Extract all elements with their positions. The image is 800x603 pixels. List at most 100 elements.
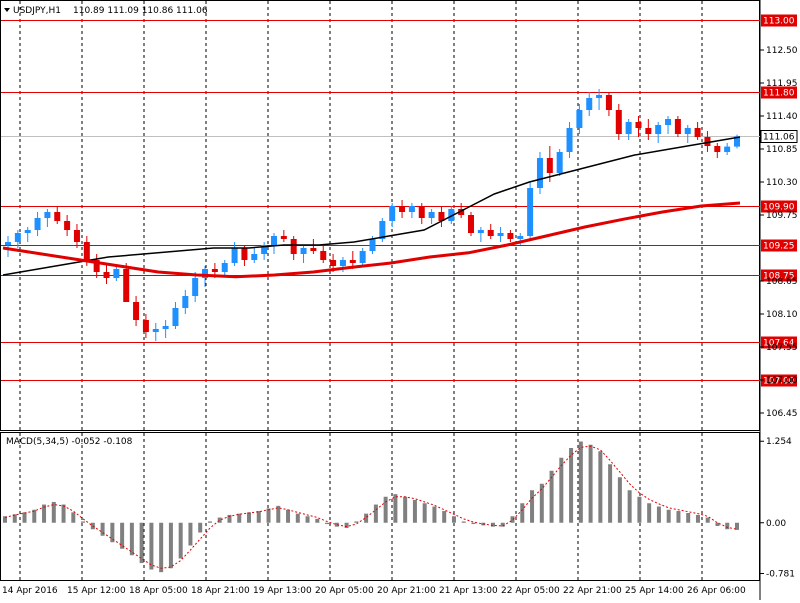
time-tick-label: 26 Apr 06:00 xyxy=(687,586,746,596)
price-tick-label: 109.75 xyxy=(766,211,798,221)
candle-body xyxy=(113,269,120,278)
macd-bar xyxy=(207,521,212,523)
candle-body xyxy=(359,251,366,263)
macd-bar xyxy=(364,513,369,523)
level-tag xyxy=(761,239,797,252)
macd-bar xyxy=(403,496,408,523)
candle-body xyxy=(73,230,80,242)
time-tick-label: 14 Apr 2016 xyxy=(2,586,58,596)
time-tick-label: 15 Apr 12:00 xyxy=(67,586,126,596)
candle-body xyxy=(349,260,356,263)
level-tag-label: 108.75 xyxy=(763,272,795,282)
macd-bar xyxy=(71,512,76,523)
macd-bar xyxy=(617,477,622,523)
price-tick-label: 112.50 xyxy=(766,46,798,56)
macd-bar xyxy=(637,496,642,523)
time-tick-label: 25 Apr 14:00 xyxy=(625,586,684,596)
candle-body xyxy=(261,245,268,254)
macd-bar xyxy=(100,522,105,536)
price-tick-label: 107.00 xyxy=(766,376,798,386)
macd-bar xyxy=(22,512,27,523)
candle-body xyxy=(34,218,41,230)
time-axis-ticks: 14 Apr 2016 15 Apr 12:00 18 Apr 05:00 18 Ap… xyxy=(2,586,746,596)
macd-bar xyxy=(42,504,47,523)
macd-histogram xyxy=(3,441,739,573)
price-tick-label: 108.10 xyxy=(766,310,798,320)
macd-tick-label: 1.254 xyxy=(766,437,792,447)
macd-bar xyxy=(237,513,242,523)
macd-bar xyxy=(461,521,466,523)
candle-body xyxy=(507,233,514,239)
macd-bar xyxy=(51,501,56,523)
macd-bar xyxy=(725,522,730,530)
ohlc-readout: 110.89 111.09 110.86 111.06 xyxy=(73,6,208,16)
macd-bar xyxy=(12,514,17,523)
price-tick-label: 110.85 xyxy=(766,145,798,155)
candle-body xyxy=(202,269,209,278)
macd-bar xyxy=(373,504,378,523)
macd-bar xyxy=(422,503,427,523)
time-tick-label: 20 Apr 05:00 xyxy=(315,586,374,596)
macd-bar xyxy=(432,506,437,523)
macd-bar xyxy=(676,511,681,523)
candle-body xyxy=(418,206,425,218)
candle-body xyxy=(497,233,504,236)
candle-body xyxy=(44,212,51,218)
candle-body xyxy=(704,137,711,146)
macd-bar xyxy=(569,448,574,523)
candle-body xyxy=(714,146,721,152)
macd-bar xyxy=(539,483,544,523)
candle-body xyxy=(221,263,228,272)
macd-bar xyxy=(451,516,456,523)
macd-bar xyxy=(354,521,359,523)
macd-bar xyxy=(500,522,505,527)
candle-body xyxy=(458,209,465,215)
candle-body xyxy=(290,239,297,254)
macd-bar xyxy=(715,522,720,526)
candle-body xyxy=(133,302,140,320)
candle-body xyxy=(438,212,445,221)
candle-body xyxy=(330,260,337,266)
macd-tick-label: 0.00 xyxy=(766,519,786,529)
candle-body xyxy=(399,206,406,212)
candle-body xyxy=(428,212,435,218)
time-tick-label: 22 Apr 21:00 xyxy=(563,586,622,596)
macd-bar xyxy=(510,516,515,523)
candle-body xyxy=(182,296,189,308)
candle-body xyxy=(517,236,524,239)
moving-average-red xyxy=(2,201,741,279)
macd-bar xyxy=(217,517,222,523)
moving-averages xyxy=(2,136,741,279)
macd-bar xyxy=(81,521,86,523)
level-tag xyxy=(761,269,797,282)
candle-body xyxy=(369,239,376,251)
candle-body xyxy=(231,248,238,263)
candle-body xyxy=(635,122,642,128)
chart-menu-icon[interactable] xyxy=(4,8,10,12)
current-price-tag xyxy=(760,130,798,143)
candle-body xyxy=(64,221,71,230)
candle-body xyxy=(724,146,731,152)
candle-body xyxy=(684,128,691,134)
macd-bar xyxy=(168,522,173,569)
macd-bar xyxy=(549,470,554,523)
symbol-title: USDJPY,H1 xyxy=(13,6,61,16)
candle-body xyxy=(655,125,662,134)
candle-body xyxy=(339,260,346,266)
macd-bar xyxy=(608,464,613,523)
time-tick-label: 18 Apr 21:00 xyxy=(191,586,250,596)
candle-body xyxy=(448,209,455,221)
macd-bar xyxy=(647,503,652,523)
current-price-label: 111.06 xyxy=(763,133,795,143)
macd-title: MACD(5,34,5) -0.052 -0.108 xyxy=(6,437,133,447)
candle-body xyxy=(556,152,563,173)
candle-body xyxy=(379,221,386,239)
candle-body xyxy=(468,215,475,233)
macd-bar xyxy=(325,522,330,525)
macd-bar xyxy=(656,506,661,523)
candle-body xyxy=(270,236,277,245)
level-tag xyxy=(761,336,797,349)
candle-body xyxy=(241,248,248,260)
